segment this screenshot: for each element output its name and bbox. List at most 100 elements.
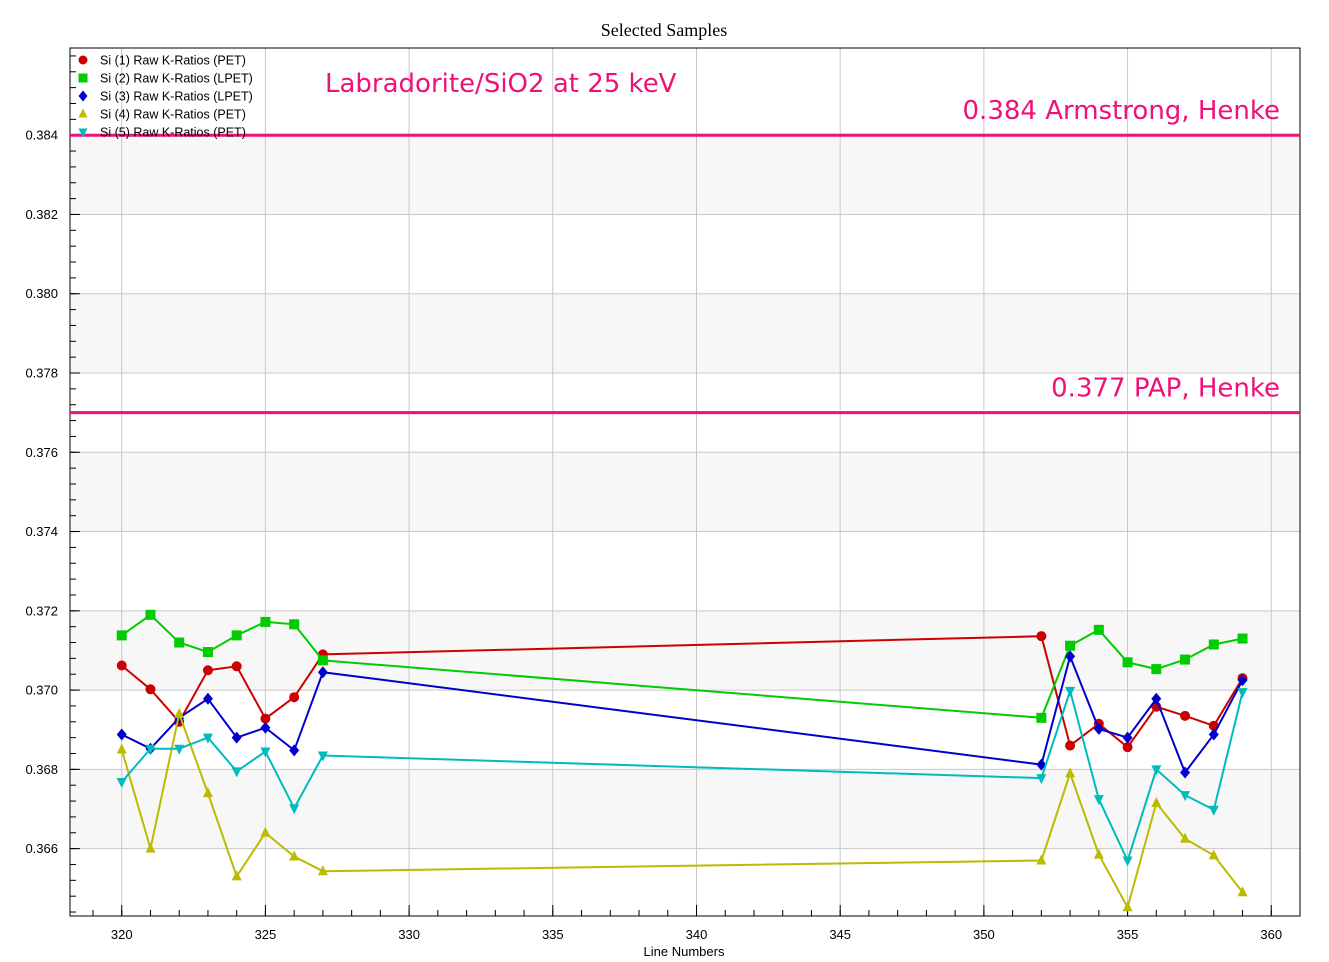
data-point <box>116 660 127 671</box>
data-point <box>174 744 185 755</box>
alternating-bands <box>70 135 1300 916</box>
x-tick-label: 360 <box>1260 927 1282 942</box>
data-point <box>1065 686 1076 697</box>
data-point <box>260 616 271 627</box>
data-point <box>231 767 242 778</box>
data-point <box>174 707 185 718</box>
grid-band <box>70 848 1300 916</box>
data-point <box>260 721 271 734</box>
data-point <box>202 647 213 658</box>
data-point <box>1151 692 1162 705</box>
data-point <box>231 870 242 881</box>
data-point <box>1036 712 1047 723</box>
data-point <box>202 692 213 705</box>
data-point <box>1036 631 1047 642</box>
series-line <box>121 635 1244 749</box>
y-tick-label: 0.376 <box>25 445 58 460</box>
legend-entry: Si (4) Raw K-Ratios (PET) <box>100 108 246 122</box>
data-point <box>145 842 156 853</box>
x-tick-label: 355 <box>1117 927 1139 942</box>
data-point <box>1036 774 1047 785</box>
series-2 <box>116 609 1248 723</box>
data-point <box>289 692 300 703</box>
y-tick-label: 0.366 <box>25 841 58 856</box>
series-line <box>120 687 1244 864</box>
series-1 <box>116 631 1248 753</box>
data-point <box>1122 742 1133 753</box>
data-point <box>1237 674 1248 687</box>
legend-marker <box>78 108 88 118</box>
data-point <box>116 778 127 789</box>
data-point <box>317 751 328 762</box>
series-line <box>121 613 1243 719</box>
reference-line-label: 0.384 Armstrong, Henke <box>963 96 1280 126</box>
x-tick-label: 325 <box>255 927 277 942</box>
data-point <box>1151 797 1162 808</box>
data-point <box>1065 740 1076 751</box>
data-point <box>202 787 213 798</box>
data-point <box>1122 901 1133 912</box>
y-tick-label: 0.380 <box>25 286 58 301</box>
data-point <box>202 665 213 676</box>
reference-line-label: 0.377 PAP, Henke <box>1051 374 1280 404</box>
data-point <box>289 850 300 861</box>
x-axis: 320 325 330 335 340 345 350 355 360 <box>92 905 1301 942</box>
series-line <box>120 710 1244 910</box>
y-tick-label: 0.370 <box>25 683 58 698</box>
data-point <box>1122 856 1133 867</box>
data-point <box>317 655 328 666</box>
y-tick-label: 0.368 <box>25 762 58 777</box>
grid-band <box>70 452 1300 532</box>
data-point <box>1065 650 1076 663</box>
legend-entry: Si (5) Raw K-Ratios (PET) <box>100 126 246 140</box>
data-point <box>231 630 242 641</box>
grid-band <box>70 293 1300 374</box>
grid-band <box>70 135 1300 215</box>
legend-marker <box>78 128 88 138</box>
data-point <box>116 630 127 641</box>
data-point <box>317 666 328 679</box>
data-point <box>1208 849 1219 860</box>
data-point <box>1093 795 1104 806</box>
legend-entry: Si (1) Raw K-Ratios (PET) <box>100 54 246 68</box>
x-tick-label: 320 <box>111 927 133 942</box>
series-4 <box>116 707 1248 912</box>
data-point <box>1237 633 1248 644</box>
x-axis-label: Line Numbers <box>644 944 725 959</box>
data-point <box>145 744 156 755</box>
data-point <box>1208 728 1219 741</box>
data-point <box>1093 624 1104 635</box>
data-point <box>1093 722 1104 735</box>
y-tick-label: 0.382 <box>25 207 58 222</box>
data-point <box>1237 688 1248 699</box>
data-point <box>231 731 242 744</box>
data-point <box>1208 639 1219 650</box>
data-point <box>1122 731 1133 744</box>
chart-title: Selected Samples <box>601 20 727 40</box>
legend-marker <box>78 73 88 83</box>
data-point <box>174 637 185 648</box>
legend-marker <box>78 55 88 65</box>
data-point <box>1180 791 1191 802</box>
x-tick-label: 345 <box>829 927 851 942</box>
legend-entry: Si (2) Raw K-Ratios (LPET) <box>100 72 253 86</box>
data-point <box>1065 767 1076 778</box>
data-point <box>1237 886 1248 897</box>
data-point <box>1151 765 1162 776</box>
data-point <box>260 713 271 724</box>
x-tick-label: 340 <box>686 927 708 942</box>
y-tick-label: 0.374 <box>25 524 58 539</box>
data-point <box>202 733 213 744</box>
y-tick-label: 0.378 <box>25 366 58 381</box>
data-point <box>1180 710 1191 721</box>
data-point <box>145 684 156 695</box>
data-point <box>116 728 127 741</box>
legend-marker <box>78 90 88 102</box>
data-point <box>289 804 300 815</box>
data-point <box>1208 805 1219 816</box>
data-point <box>1180 654 1191 665</box>
data-series <box>116 609 1248 912</box>
data-point <box>1065 640 1076 651</box>
reference-lines: 0.384 Armstrong, Henke 0.377 PAP, Henke <box>70 96 1300 415</box>
